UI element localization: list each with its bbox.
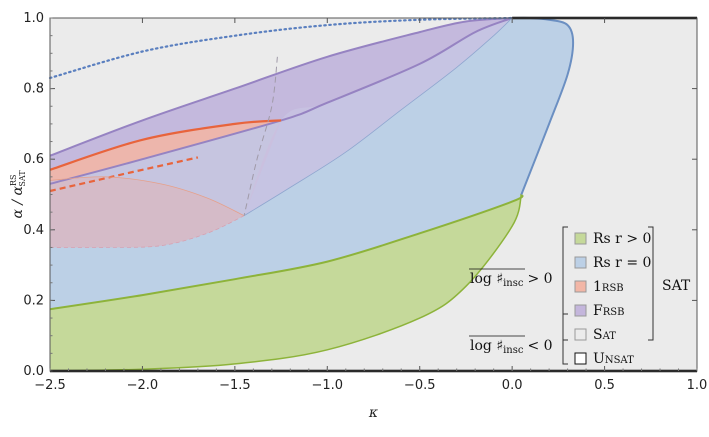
rs-pos-upper-line: [49, 193, 524, 311]
x-tick-label: −1.5: [219, 378, 251, 393]
legend-item-unsat: UNSAT: [574, 351, 634, 367]
x-tick-label: 0.0: [502, 378, 523, 393]
y-axis-title-sup: RS: [9, 175, 18, 186]
frsb-region-inner: [244, 18, 513, 216]
legend-label-rest: r > 0: [611, 231, 652, 247]
x-axis-title: κ: [368, 405, 378, 421]
legend-label-rest: RSB: [602, 283, 624, 294]
rs-pos-lower-line: [49, 194, 523, 372]
one-rsb-arc-line: [49, 176, 245, 217]
legend-swatch-frsb: [574, 304, 587, 317]
y-axis-title-sub: SAT: [18, 170, 27, 187]
condition-positive-expr: log ♯: [470, 271, 503, 287]
vertical-dashed-line: [243, 56, 278, 216]
y-tick-label: 0.2: [23, 293, 44, 308]
condition-negative: log ♯insc < 0: [469, 335, 553, 356]
one-rsb-dashed-line: [49, 156, 199, 193]
legend-label-main: F: [593, 303, 603, 319]
legend-label-rest: AT: [602, 331, 617, 342]
legend-swatch-rs_pos: [574, 232, 587, 245]
frsb-region-left: [50, 120, 282, 216]
legend-label-rs_pos: Rs r > 0: [593, 231, 651, 247]
legend-label-rest: NSAT: [605, 355, 634, 366]
x-tick-label: −2.0: [127, 378, 159, 393]
legend-label-main: Rs: [593, 255, 611, 271]
y-tick-label: 0.4: [23, 223, 44, 238]
legend-label-rest: r = 0: [611, 255, 652, 271]
legend-left-bracket-bottom: [562, 313, 568, 365]
frsb-inner-line: [243, 17, 513, 217]
condition-positive-sub: insc: [503, 278, 524, 289]
legend-label-main: U: [593, 351, 605, 367]
legend-group-label: SAT: [662, 278, 691, 294]
legend-label-one_rsb: 1RSB: [593, 279, 624, 295]
one-rsb-lower-line: [49, 215, 245, 248]
condition-negative-ineq: < 0: [527, 338, 552, 354]
x-tick-label: 1.0: [687, 378, 708, 393]
legend-item-one_rsb: 1RSB: [574, 279, 624, 295]
legend-swatch-one_rsb: [574, 280, 587, 293]
frsb-lower-line: [49, 17, 513, 185]
legend-item-frsb: FRSB: [574, 303, 624, 319]
legend-swatch-sat: [574, 328, 587, 341]
legend-swatch-rs_zero: [574, 256, 587, 269]
condition-positive: log ♯insc > 0: [469, 268, 553, 289]
one-rsb-lower-region: [50, 176, 245, 248]
blue-dotted-line: [48, 16, 514, 80]
condition-negative-sub: insc: [503, 345, 524, 356]
condition-positive-text: log ♯insc > 0: [470, 271, 553, 289]
x-tick-label: −1.0: [311, 378, 343, 393]
legend-label-rs_zero: Rs r = 0: [593, 255, 651, 271]
legend-label-main: S: [593, 327, 603, 343]
legend-label-main: Rs: [593, 231, 611, 247]
x-tick-label: −2.5: [34, 378, 66, 393]
condition-negative-expr: log ♯: [470, 338, 503, 354]
legend-label-unsat: UNSAT: [593, 351, 634, 367]
legend-label-main: 1: [593, 279, 602, 295]
one-rsb-upper-line: [49, 119, 282, 171]
y-tick-label: 1.0: [23, 11, 44, 26]
legend-swatch-unsat: [574, 352, 587, 365]
y-tick-label: 0.0: [23, 364, 44, 379]
plot-area: [48, 16, 697, 373]
legend-label-rest: RSB: [603, 307, 625, 318]
legend-label-frsb: FRSB: [593, 303, 624, 319]
legend-item-sat: SAT: [574, 327, 616, 343]
condition-positive-ineq: > 0: [527, 271, 552, 287]
legend-item-rs_pos: Rs r > 0: [574, 231, 651, 247]
legend-right-bracket: [648, 226, 654, 341]
y-tick-label: 0.8: [23, 82, 44, 97]
y-axis-title: α / αRSSAT: [9, 170, 27, 219]
y-tick-label: 0.6: [23, 152, 44, 167]
legend-label-sat: SAT: [593, 327, 616, 343]
legend-item-rs_zero: Rs r = 0: [574, 255, 651, 271]
x-tick-label: −0.5: [404, 378, 436, 393]
condition-negative-text: log ♯insc < 0: [470, 338, 553, 356]
axes: −2.5 −2.0 −1.5 −1.0 −0.5 0.0 0.5 1.0 0.0 0.2 0.4 0.…: [9, 11, 707, 421]
x-tick-label: 0.5: [594, 378, 615, 393]
legend-left-bracket-top: [562, 226, 568, 341]
frsb-upper-line: [49, 17, 513, 157]
